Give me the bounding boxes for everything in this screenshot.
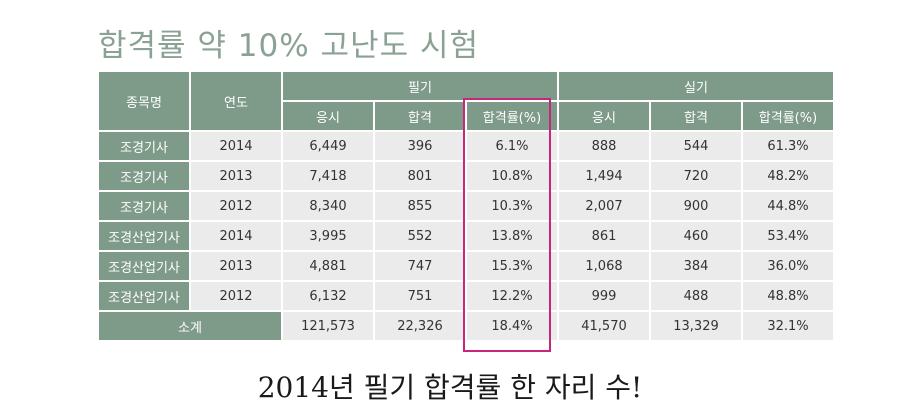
written-passed: 747 [375,252,465,280]
total-practical-applicants: 41,570 [559,312,649,340]
header-item-name: 종목명 [99,72,189,130]
row-name: 조경기사 [99,162,189,190]
table-row: 조경산업기사 2012 6,132 751 12.2% 999 488 48.8… [99,282,833,310]
written-rate: 12.2% [467,282,557,310]
written-rate: 10.8% [467,162,557,190]
practical-passed: 460 [651,222,741,250]
practical-passed: 720 [651,162,741,190]
table-row: 조경산업기사 2013 4,881 747 15.3% 1,068 384 36… [99,252,833,280]
total-label: 소계 [99,312,281,340]
written-rate: 13.8% [467,222,557,250]
header-practical-rate: 합격률(%) [743,102,833,130]
total-practical-rate: 32.1% [743,312,833,340]
written-passed: 801 [375,162,465,190]
total-written-rate: 18.4% [467,312,557,340]
header-written-applicants: 응시 [283,102,373,130]
total-written-passed: 22,326 [375,312,465,340]
header-practical-applicants: 응시 [559,102,649,130]
practical-rate: 36.0% [743,252,833,280]
written-rate: 15.3% [467,252,557,280]
header-written-passed: 합격 [375,102,465,130]
header-written: 필기 [283,72,557,100]
row-year: 2013 [191,252,281,280]
practical-applicants: 888 [559,132,649,160]
total-written-applicants: 121,573 [283,312,373,340]
table-row: 조경기사 2014 6,449 396 6.1% 888 544 61.3% [99,132,833,160]
row-name: 조경기사 [99,192,189,220]
caption: 2014년 필기 합격률 한 자리 수! [257,371,643,404]
written-passed: 552 [375,222,465,250]
row-year: 2012 [191,192,281,220]
written-applicants: 8,340 [283,192,373,220]
written-applicants: 7,418 [283,162,373,190]
practical-rate: 44.8% [743,192,833,220]
practical-applicants: 861 [559,222,649,250]
header-practical: 실기 [559,72,833,100]
written-rate: 10.3% [467,192,557,220]
written-passed: 855 [375,192,465,220]
practical-rate: 48.2% [743,162,833,190]
written-passed: 751 [375,282,465,310]
total-practical-passed: 13,329 [651,312,741,340]
practical-passed: 488 [651,282,741,310]
practical-passed: 900 [651,192,741,220]
row-year: 2012 [191,282,281,310]
row-year: 2014 [191,132,281,160]
table-row: 조경산업기사 2014 3,995 552 13.8% 861 460 53.4… [99,222,833,250]
page-title: 합격률 약 10% 고난도 시험 [98,28,479,64]
table-row: 조경기사 2012 8,340 855 10.3% 2,007 900 44.8… [99,192,833,220]
header-year: 연도 [191,72,281,130]
practical-applicants: 2,007 [559,192,649,220]
practical-passed: 544 [651,132,741,160]
practical-applicants: 999 [559,282,649,310]
practical-passed: 384 [651,252,741,280]
written-applicants: 6,449 [283,132,373,160]
pass-rate-table: 종목명 연도 필기 실기 응시 합격 합격률(%) 응시 합격 합격률(%) 조… [97,70,835,342]
written-applicants: 3,995 [283,222,373,250]
practical-rate: 61.3% [743,132,833,160]
written-applicants: 6,132 [283,282,373,310]
row-year: 2013 [191,162,281,190]
practical-applicants: 1,068 [559,252,649,280]
row-name: 조경산업기사 [99,252,189,280]
header-practical-passed: 합격 [651,102,741,130]
practical-rate: 53.4% [743,222,833,250]
written-rate: 6.1% [467,132,557,160]
written-applicants: 4,881 [283,252,373,280]
header-written-rate: 합격률(%) [467,102,557,130]
row-year: 2014 [191,222,281,250]
row-name: 조경산업기사 [99,282,189,310]
written-passed: 396 [375,132,465,160]
row-name: 조경기사 [99,132,189,160]
practical-applicants: 1,494 [559,162,649,190]
row-name: 조경산업기사 [99,222,189,250]
table-row: 조경기사 2013 7,418 801 10.8% 1,494 720 48.2… [99,162,833,190]
total-row: 소계 121,573 22,326 18.4% 41,570 13,329 32… [99,312,833,340]
practical-rate: 48.8% [743,282,833,310]
